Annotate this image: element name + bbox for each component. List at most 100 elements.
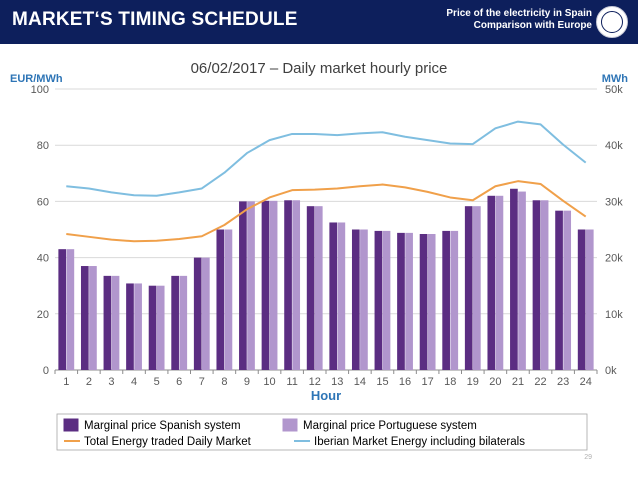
bar-portuguese-price (224, 229, 233, 370)
bar-spanish-price (374, 230, 383, 370)
bar-spanish-price (126, 283, 134, 370)
bar-portuguese-price (382, 230, 391, 370)
x-tick-label: 20 (489, 376, 501, 388)
bar-portuguese-price (111, 275, 120, 370)
y-tick-label-right: 50k (605, 84, 623, 96)
university-logo-icon (596, 6, 628, 38)
bar-portuguese-price (247, 201, 255, 370)
line-iberian-energy-bilaterals (66, 120, 587, 197)
bar-portuguese-price (495, 195, 504, 370)
legend-label-total-energy: Total Energy traded Daily Market (84, 436, 252, 448)
bar-spanish-price (532, 200, 541, 370)
bar-portuguese-price (585, 229, 594, 370)
x-tick-label: 11 (286, 376, 297, 388)
bar-portuguese-price (405, 232, 413, 370)
bar-portuguese-price (89, 266, 97, 370)
y-tick-label-left: 60 (37, 196, 49, 208)
x-tick-label: 21 (512, 376, 524, 388)
bar-portuguese-price (202, 257, 210, 370)
x-tick-label: 4 (131, 376, 137, 388)
x-tick-label: 23 (557, 376, 569, 388)
slide-number: 29 (584, 454, 592, 461)
bar-portuguese-price (337, 222, 346, 370)
bar-spanish-price (487, 195, 496, 370)
header-subtitle-line2: Comparison with Europe (473, 20, 592, 31)
bar-portuguese-price (427, 233, 436, 370)
bar-spanish-price (193, 257, 202, 370)
y-tick-label-left: 20 (37, 309, 49, 321)
bar-spanish-price (510, 188, 518, 370)
x-tick-label: 2 (86, 376, 92, 388)
logo-seal-ring (601, 11, 623, 33)
x-tick-label: 18 (444, 376, 456, 388)
y-tick-label-right: 30k (605, 196, 623, 208)
x-tick-label: 9 (244, 376, 250, 388)
bar-portuguese-price (360, 229, 368, 370)
y-tick-label-left: 80 (37, 140, 49, 152)
x-tick-label: 12 (309, 376, 321, 388)
bar-portuguese-price (450, 230, 459, 370)
bar-spanish-price (216, 229, 225, 370)
x-tick-label: 22 (534, 376, 546, 388)
chart-title: 06/02/2017 – Daily market hourly price (191, 60, 448, 77)
bar-spanish-price (577, 229, 586, 370)
y-axis-label-right: MWh (602, 73, 629, 85)
legend-label-spanish: Marginal price Spanish system (84, 420, 241, 432)
x-tick-label: 24 (580, 376, 592, 388)
bar-spanish-price (351, 229, 360, 370)
bar-portuguese-price (292, 200, 301, 370)
bar-spanish-price (171, 275, 179, 370)
y-tick-label-left: 100 (31, 84, 49, 96)
x-tick-label: 6 (176, 376, 182, 388)
bar-spanish-price (419, 233, 428, 370)
bar-spanish-price (464, 206, 473, 370)
y-tick-label-right: 40k (605, 140, 623, 152)
bar-portuguese-price (269, 200, 278, 370)
x-tick-label: 3 (108, 376, 114, 388)
bar-portuguese-price (563, 210, 572, 370)
bar-spanish-price (239, 201, 247, 370)
legend-swatch-portuguese (282, 418, 298, 432)
bar-spanish-price (555, 210, 563, 370)
x-tick-label: 1 (63, 376, 69, 388)
bar-spanish-price (103, 275, 112, 370)
bar-spanish-price (80, 266, 89, 370)
x-tick-label: 5 (154, 376, 160, 388)
bar-portuguese-price (134, 283, 142, 370)
x-tick-label: 15 (376, 376, 388, 388)
bar-portuguese-price (473, 206, 481, 370)
y-tick-label-right: 0k (605, 365, 617, 377)
x-tick-label: 10 (263, 376, 275, 388)
bar-spanish-price (397, 232, 405, 370)
y-axis-label-left: EUR/MWh (10, 73, 63, 85)
bar-spanish-price (284, 200, 292, 370)
y-tick-label-right: 20k (605, 253, 623, 265)
x-tick-label: 16 (399, 376, 411, 388)
bar-portuguese-price (179, 275, 188, 370)
header-bar: MARKET‘S TIMING SCHEDULE Price of the el… (0, 0, 638, 44)
x-tick-label: 13 (331, 376, 343, 388)
bar-spanish-price (442, 230, 450, 370)
bar-portuguese-price (66, 249, 75, 370)
bar-spanish-price (261, 200, 270, 370)
legend-label-portuguese: Marginal price Portuguese system (303, 420, 477, 432)
bar-spanish-price (148, 285, 157, 370)
header-subtitle-line1: Price of the electricity in Spain (446, 8, 592, 19)
chart-legend: Marginal price Spanish system Marginal p… (56, 413, 588, 451)
bar-spanish-price (329, 222, 338, 370)
y-tick-label-left: 40 (37, 253, 49, 265)
bar-portuguese-price (156, 285, 165, 370)
legend-label-iberian-energy: Iberian Market Energy including bilatera… (314, 436, 525, 448)
bar-spanish-price (58, 249, 67, 370)
x-axis-label: Hour (311, 388, 341, 403)
line-total-energy-daily-market (66, 180, 587, 243)
x-tick-label: 19 (467, 376, 479, 388)
legend-swatch-spanish (63, 418, 79, 432)
y-tick-label-left: 0 (43, 365, 49, 377)
bar-spanish-price (306, 206, 315, 370)
x-tick-label: 17 (422, 376, 434, 388)
x-tick-label: 8 (221, 376, 227, 388)
header-subtitle: Price of the electricity in Spain Compar… (446, 8, 592, 32)
bar-portuguese-price (314, 206, 323, 370)
